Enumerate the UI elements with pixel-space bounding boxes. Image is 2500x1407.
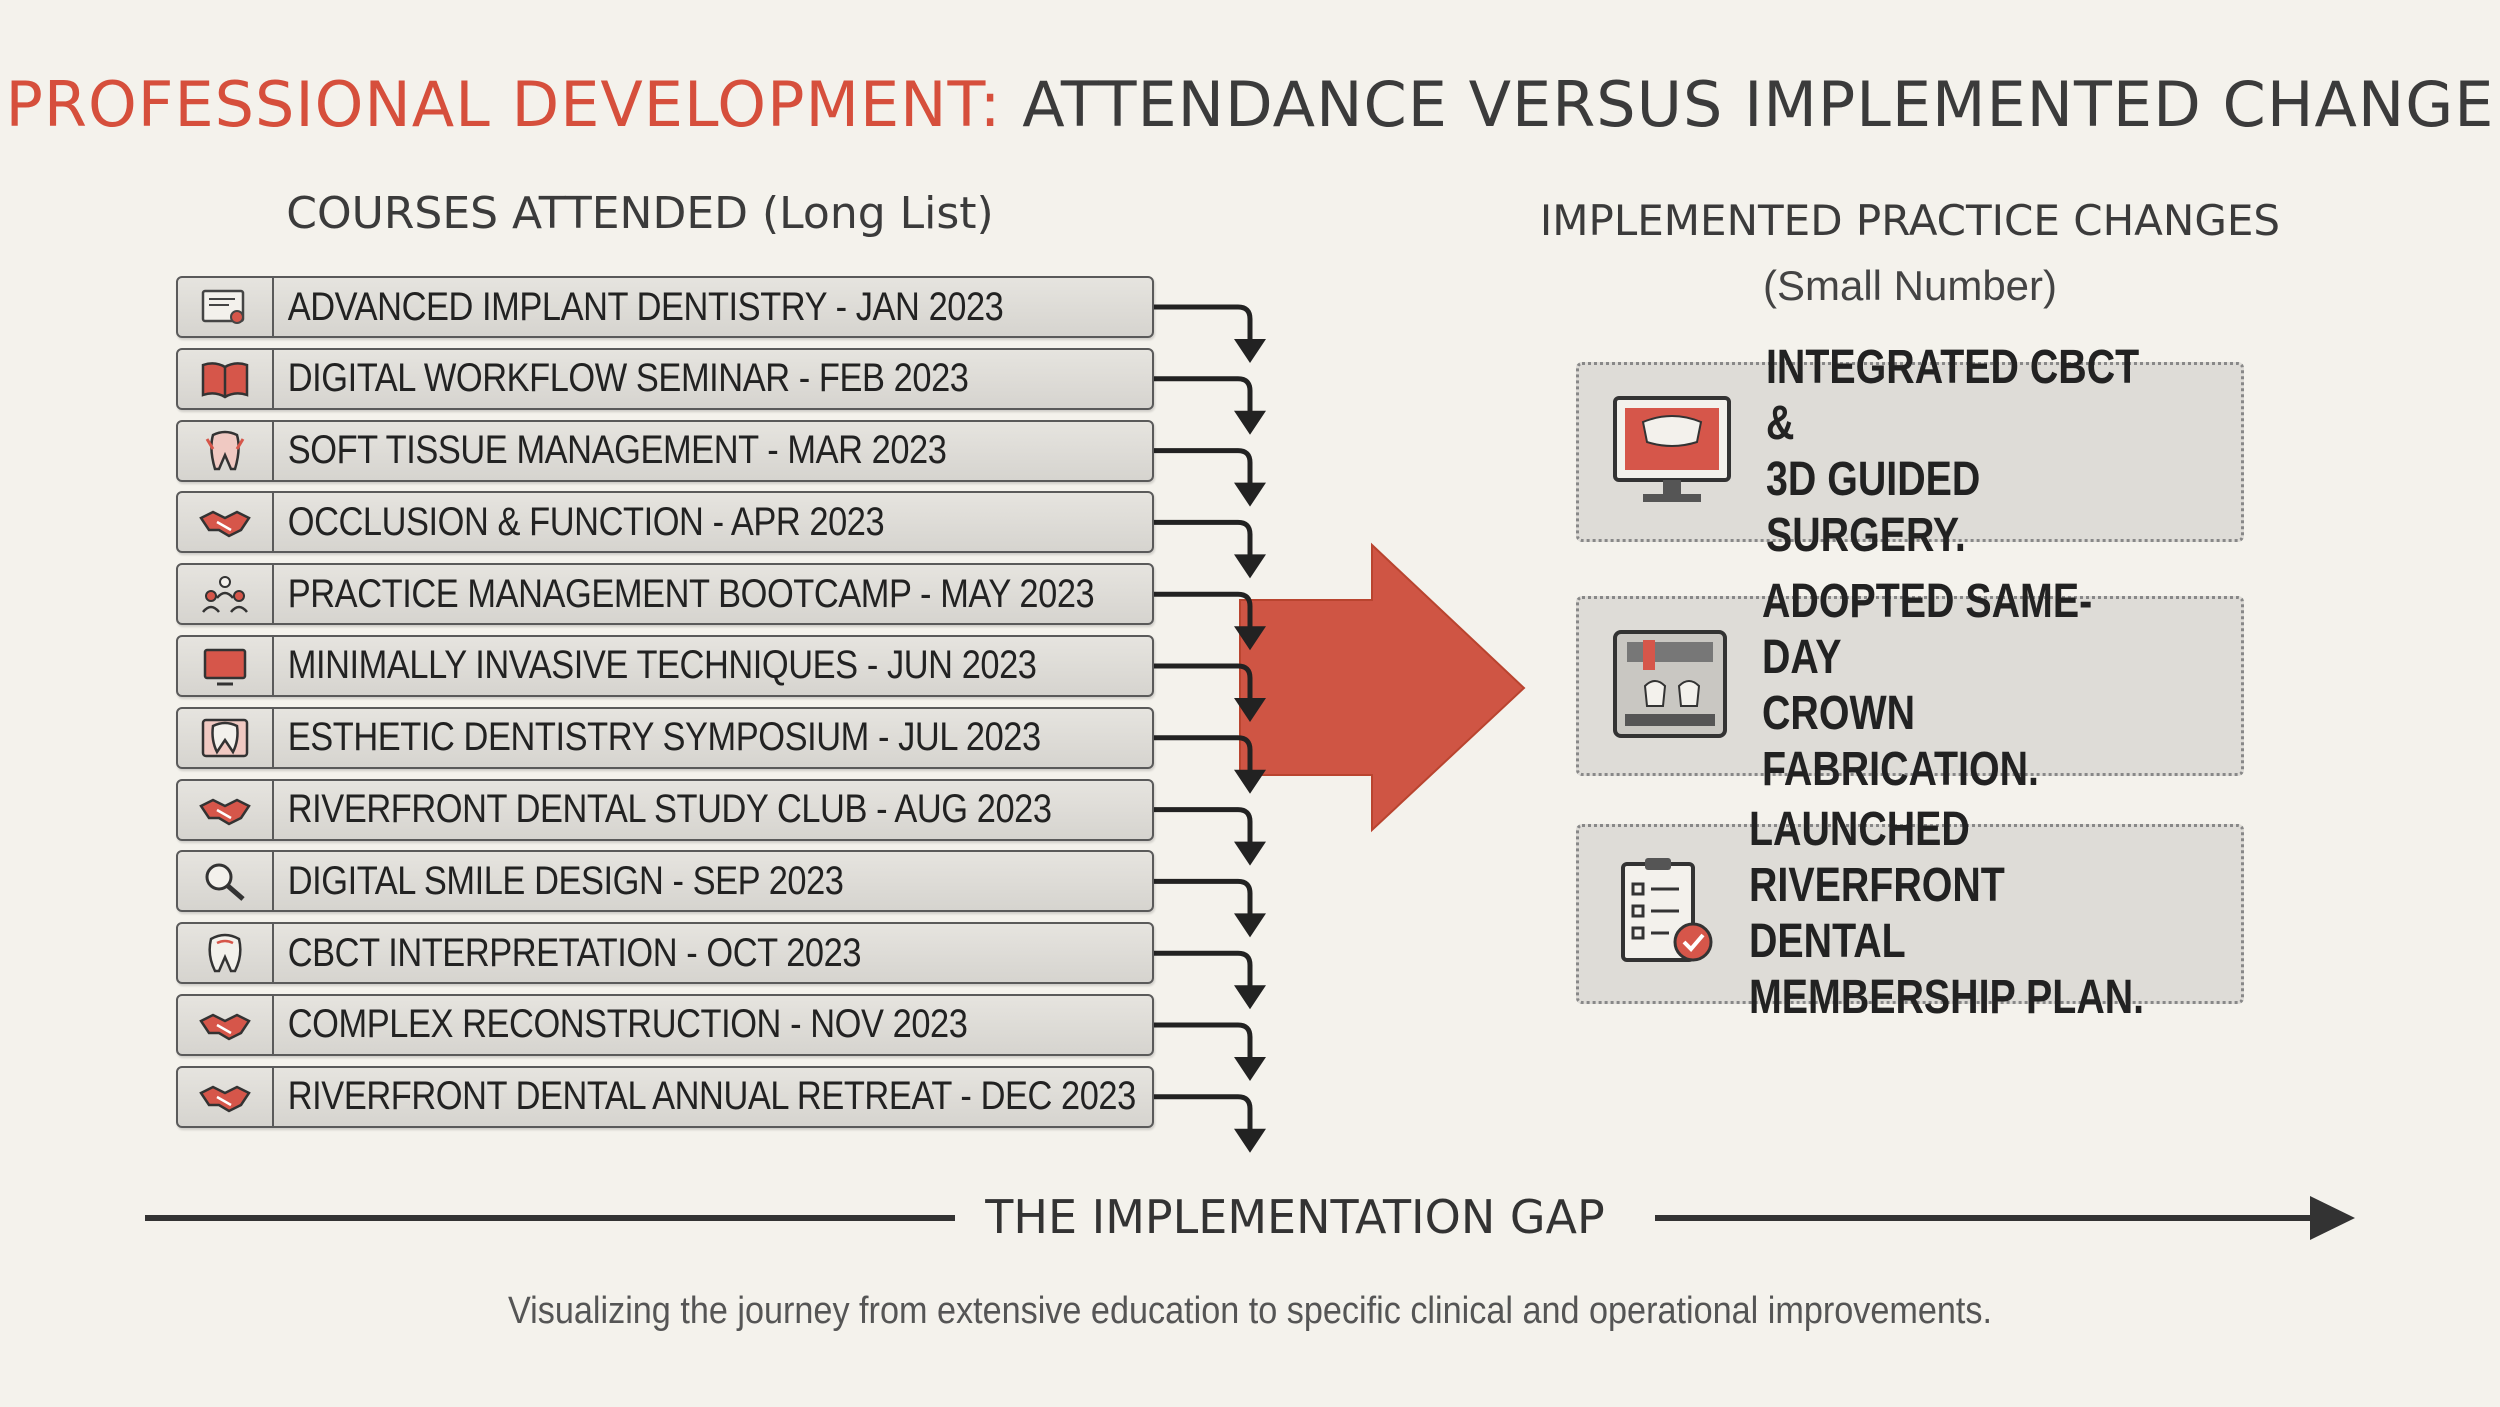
course-label: DIGITAL SMILE DESIGN - SEP 2023 (287, 858, 844, 903)
cbct-monitor-icon (1599, 392, 1746, 512)
course-arrowhead (1234, 339, 1266, 363)
monitor-icon (178, 636, 274, 695)
change-card: INTEGRATED CBCT & 3D GUIDED SURGERY. (1576, 341, 2244, 562)
course-arrow-line (1154, 807, 1253, 844)
course-arrow-line (1154, 448, 1253, 485)
checklist-icon (1599, 854, 1729, 974)
course-item: MINIMALLY INVASIVE TECHNIQUES - JUN 2023 (176, 634, 1154, 697)
course-list: ADVANCED IMPLANT DENTISTRY - JAN 2023 DI… (176, 276, 1154, 1138)
course-label: ESTHETIC DENTISTRY SYMPOSIUM - JUL 2023 (287, 715, 1041, 760)
course-label: CBCT INTERPRETATION - OCT 2023 (287, 930, 862, 975)
course-label: RIVERFRONT DENTAL STUDY CLUB - AUG 2023 (287, 787, 1052, 832)
course-arrow-line (1154, 591, 1253, 629)
implementation-gap-label: THE IMPLEMENTATION GAP (985, 1190, 1605, 1244)
course-arrowhead (1234, 985, 1266, 1010)
caption: Visualizing the journey from extensive e… (507, 1290, 1993, 1332)
magnifier-icon (178, 852, 274, 911)
page-title: PROFESSIONAL DEVELOPMENT: ATTENDANCE VER… (0, 68, 2500, 141)
course-arrow-line (1154, 950, 1253, 988)
course-arrow-line (1154, 519, 1253, 557)
handshake-icon (178, 1067, 274, 1126)
course-arrow-line (1154, 735, 1253, 772)
change-card: ADOPTED SAME-DAY CROWN FABRICATION. (1576, 575, 2244, 796)
change-text: ADOPTED SAME-DAY CROWN FABRICATION. (1761, 575, 2092, 796)
tooth-icon (178, 924, 274, 983)
changes-subheading: (Small Number) (1762, 262, 2058, 309)
course-arrow-line (1154, 1094, 1253, 1131)
big-red-arrow (1239, 542, 1526, 833)
course-label: PRACTICE MANAGEMENT BOOTCAMP - MAY 2023 (287, 571, 1095, 616)
certificate-icon (178, 278, 274, 336)
team-icon (178, 565, 274, 624)
course-arrowhead (1234, 626, 1266, 651)
course-item: RIVERFRONT DENTAL ANNUAL RETREAT - DEC 2… (176, 1065, 1154, 1128)
title-rest: ATTENDANCE VERSUS IMPLEMENTED CHANGE (1022, 68, 2495, 141)
course-label: MINIMALLY INVASIVE TECHNIQUES - JUN 2023 (287, 643, 1037, 688)
handshake-icon (178, 995, 274, 1054)
course-arrow-line (1154, 878, 1253, 916)
course-arrowhead (1234, 482, 1266, 507)
changes-heading: IMPLEMENTED PRACTICE CHANGES (1539, 196, 2281, 245)
courses-heading: COURSES ATTENDED (Long List) (286, 188, 994, 239)
course-arrow-line (1154, 1022, 1253, 1059)
course-item: DIGITAL SMILE DESIGN - SEP 2023 (176, 850, 1154, 913)
course-label: OCCLUSION & FUNCTION - APR 2023 (287, 499, 885, 544)
course-label: COMPLEX RECONSTRUCTION - NOV 2023 (287, 1002, 968, 1047)
course-arrow-line (1154, 663, 1253, 700)
course-arrowhead (1234, 913, 1266, 938)
course-arrow-line (1154, 376, 1253, 413)
course-arrow-line (1154, 304, 1253, 341)
course-item: COMPLEX RECONSTRUCTION - NOV 2023 (176, 993, 1154, 1056)
course-item: CBCT INTERPRETATION - OCT 2023 (176, 922, 1154, 985)
title-accent: PROFESSIONAL DEVELOPMENT: (5, 68, 1002, 141)
course-label: RIVERFRONT DENTAL ANNUAL RETREAT - DEC 2… (287, 1074, 1137, 1119)
course-label: DIGITAL WORKFLOW SEMINAR - FEB 2023 (287, 356, 969, 401)
course-item: RIVERFRONT DENTAL STUDY CLUB - AUG 2023 (176, 778, 1154, 841)
course-arrowhead (1234, 554, 1266, 579)
course-arrowhead (1234, 769, 1266, 794)
course-item: OCCLUSION & FUNCTION - APR 2023 (176, 491, 1154, 554)
course-arrowhead (1234, 1128, 1266, 1153)
course-arrowhead (1234, 841, 1266, 866)
course-item: PRACTICE MANAGEMENT BOOTCAMP - MAY 2023 (176, 563, 1154, 626)
change-card: LAUNCHED RIVERFRONT DENTAL MEMBERSHIP PL… (1576, 803, 2244, 1024)
course-arrowhead (1234, 698, 1266, 722)
handshake-icon (178, 493, 274, 552)
book-icon (178, 349, 274, 408)
tooth-implant-icon (178, 421, 274, 480)
handshake-icon (178, 780, 274, 839)
course-item: SOFT TISSUE MANAGEMENT - MAR 2023 (176, 419, 1154, 482)
course-item: ESTHETIC DENTISTRY SYMPOSIUM - JUL 2023 (176, 706, 1154, 769)
milling-machine-icon (1599, 626, 1742, 746)
course-arrowhead (1234, 1057, 1266, 1081)
course-label: ADVANCED IMPLANT DENTISTRY - JAN 2023 (287, 284, 1004, 329)
change-text: INTEGRATED CBCT & 3D GUIDED SURGERY. (1765, 341, 2139, 562)
course-label: SOFT TISSUE MANAGEMENT - MAR 2023 (287, 428, 947, 473)
gap-arrowhead (2310, 1196, 2355, 1240)
smile-tooth-icon (178, 708, 274, 767)
course-arrows (1154, 304, 1266, 1153)
course-item: DIGITAL WORKFLOW SEMINAR - FEB 2023 (176, 347, 1154, 410)
course-arrowhead (1234, 410, 1266, 435)
course-item: ADVANCED IMPLANT DENTISTRY - JAN 2023 (176, 276, 1154, 338)
change-text: LAUNCHED RIVERFRONT DENTAL MEMBERSHIP PL… (1749, 803, 2145, 1024)
